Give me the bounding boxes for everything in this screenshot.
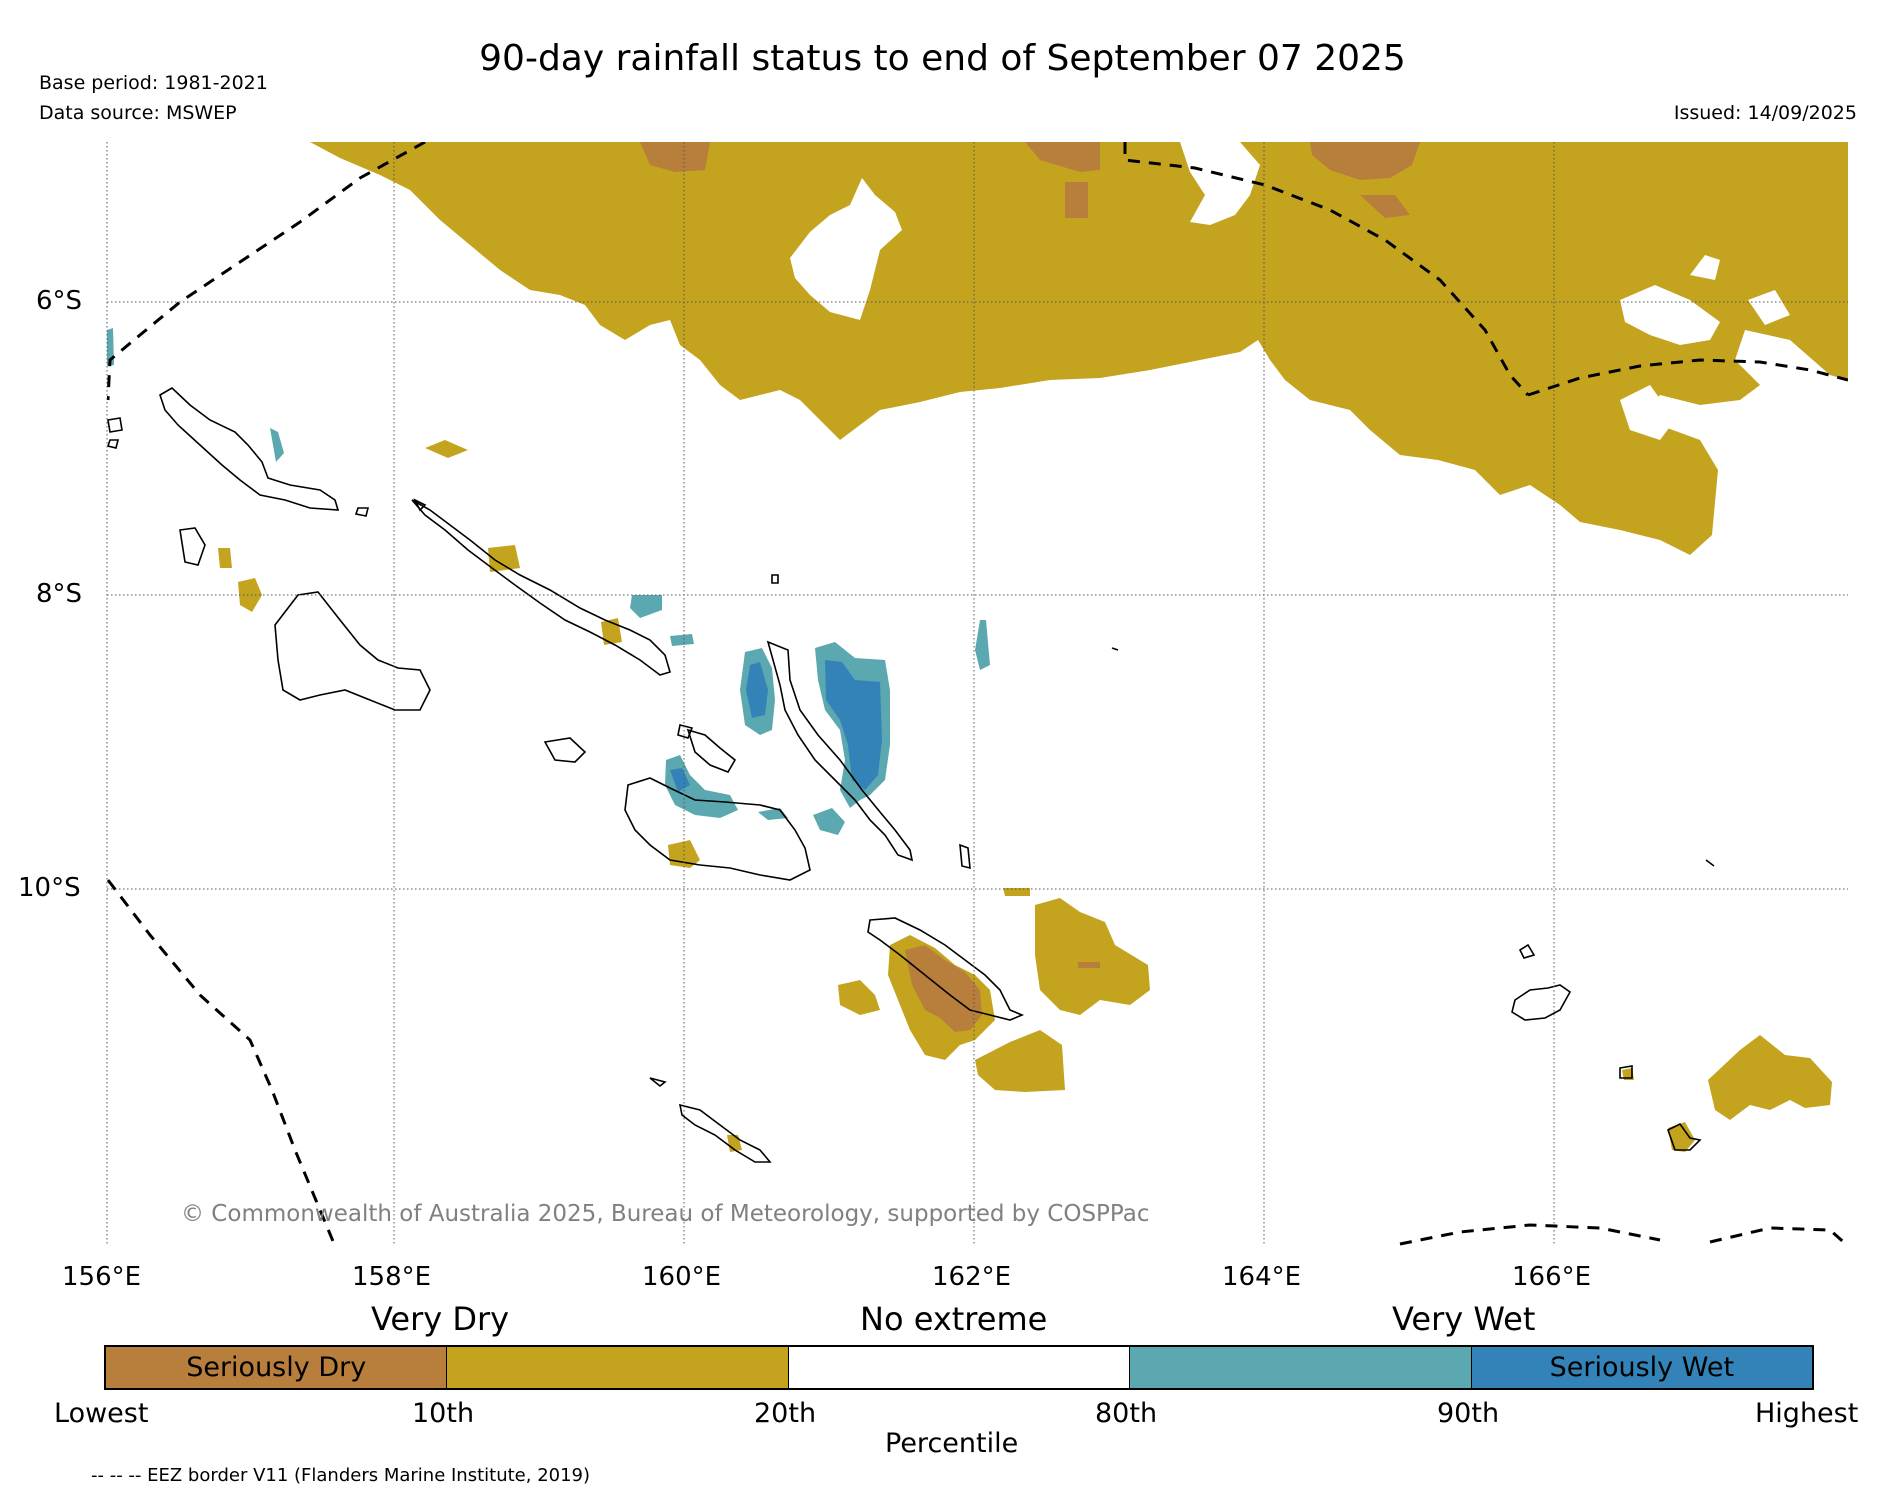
- seriously-dry-patch-s1: [905, 945, 982, 1032]
- lat-label-8s: 8°S: [36, 579, 83, 609]
- legend-axis-label: Percentile: [885, 1428, 1019, 1459]
- eez-border-northwest: [107, 142, 426, 401]
- very-wet-patch-5: [975, 620, 990, 670]
- very-dry-patch-8: [1035, 898, 1150, 1015]
- legend-colorbar: Seriously Dry Seriously Wet: [104, 1345, 1814, 1390]
- legend-tick-90th: 90th: [1437, 1398, 1500, 1429]
- coastline-new-georgia: [179, 527, 431, 711]
- legend-segment-seriously-wet: Seriously Wet: [1471, 1347, 1813, 1388]
- very-wet-patch-4: [670, 634, 694, 646]
- very-dry-patch-2: [488, 545, 520, 572]
- lon-label-158e: 158°E: [352, 1262, 432, 1292]
- eez-border-east: [1527, 358, 1848, 397]
- very-dry-region-north: [107, 142, 1848, 555]
- legend-segment-label-seriously-wet: Seriously Wet: [1549, 1352, 1735, 1383]
- data-source-text: Data source: MSWEP: [39, 102, 237, 124]
- copyright-text: © Commonwealth of Australia 2025, Bureau…: [181, 1201, 1150, 1227]
- no-extreme-gap-1: [790, 178, 902, 320]
- no-extreme-gap-2: [1180, 142, 1260, 225]
- no-extreme-gap-5: [1620, 385, 1675, 440]
- coastline-small-islands-1: [959, 843, 1702, 1151]
- legend-segment-no-extreme: [788, 1347, 1131, 1388]
- coastline-choiseul: [159, 387, 340, 511]
- lat-label-10s: 10°S: [18, 873, 81, 903]
- legend-segment-seriously-dry: Seriously Dry: [106, 1347, 448, 1388]
- coastline-malaita: [766, 640, 914, 862]
- legend-tick-10th: 10th: [412, 1398, 475, 1429]
- seriously-dry-patch-n3: [1065, 182, 1088, 218]
- legend-segment-very-dry: [447, 1347, 789, 1388]
- no-extreme-gap-4: [1690, 255, 1720, 280]
- seriously-dry-patch-n2: [1360, 195, 1410, 218]
- very-dry-patch-3: [218, 548, 232, 568]
- eez-border-southwest: [107, 879, 337, 1246]
- very-dry-patch-11: [975, 1030, 1065, 1092]
- coastlines: [106, 387, 1715, 1163]
- seriously-wet-patch-3: [670, 768, 690, 792]
- seriously-wet-patch-2: [825, 660, 882, 790]
- coastline-florida-islands: [686, 728, 737, 773]
- very-dry-patch-12: [1708, 1035, 1832, 1120]
- very-dry-patch-1: [425, 440, 468, 458]
- very-dry-patch-7: [1003, 888, 1030, 896]
- no-extreme-gap-3: [1620, 285, 1720, 345]
- legend-tick-20th: 20th: [754, 1398, 817, 1429]
- legend-segment-label-seriously-dry: Seriously Dry: [186, 1352, 367, 1383]
- very-wet-patch-3: [630, 595, 662, 618]
- very-wet-patch-10: [813, 808, 845, 835]
- coastline-santa-isabel: [411, 499, 671, 676]
- coastline-rennell: [678, 1103, 772, 1163]
- seriously-dry-patch-n4: [1025, 142, 1100, 172]
- lon-label-160e: 160°E: [642, 1262, 722, 1292]
- very-wet-patch-8: [665, 755, 738, 818]
- rainfall-anomaly-shading: [107, 142, 1848, 1152]
- no-extreme-gap-7: [107, 142, 140, 150]
- legend-category-very-wet: Very Wet: [1392, 1300, 1536, 1338]
- eez-border-northeast: [1123, 142, 1530, 397]
- coastline-makira: [867, 917, 1025, 1021]
- seriously-dry-patch-n1: [1310, 142, 1420, 180]
- very-dry-patch-4: [238, 578, 262, 612]
- legend-segment-very-wet: [1130, 1347, 1472, 1388]
- graticule: [106, 142, 1848, 1246]
- seriously-dry-patch-s2: [1078, 962, 1100, 968]
- very-dry-patch-10: [838, 980, 880, 1015]
- eez-borders: [107, 142, 1848, 1246]
- coastline-small-islands-2: [354, 498, 1715, 1088]
- legend-tick-highest: Highest: [1755, 1398, 1859, 1429]
- lon-label-166e: 166°E: [1512, 1262, 1592, 1292]
- legend-category-very-dry: Very Dry: [371, 1300, 510, 1338]
- lat-label-6s: 6°S: [36, 286, 83, 316]
- eez-border-south: [1399, 1223, 1848, 1246]
- very-dry-patch-13: [1668, 1122, 1695, 1152]
- legend-tick-lowest: Lowest: [54, 1398, 149, 1429]
- no-extreme-gap-8: [160, 142, 300, 150]
- coastline-guadalcanal: [624, 777, 811, 881]
- lon-label-162e: 162°E: [932, 1262, 1012, 1292]
- base-period-text: Base period: 1981-2021: [39, 72, 268, 94]
- lon-label-164e: 164°E: [1222, 1262, 1302, 1292]
- legend-tick-80th: 80th: [1095, 1398, 1158, 1429]
- issued-date-text: Issued: 14/09/2025: [1673, 102, 1857, 124]
- very-wet-patch-2: [270, 428, 284, 462]
- seriously-wet-patch-1: [746, 662, 768, 718]
- coastline-shortland-islands: [106, 417, 123, 449]
- no-extreme-gap-6: [1748, 290, 1790, 325]
- legend-category-no-extreme: No extreme: [860, 1300, 1048, 1338]
- seriously-dry-patch-n5: [640, 142, 710, 172]
- map-title: 90-day rainfall status to end of Septemb…: [479, 38, 1406, 79]
- lon-label-156e: 156°E: [62, 1262, 142, 1292]
- eez-footnote: -- -- -- EEZ border V11 (Flanders Marine…: [91, 1465, 591, 1486]
- very-dry-patch-14: [1622, 1068, 1634, 1080]
